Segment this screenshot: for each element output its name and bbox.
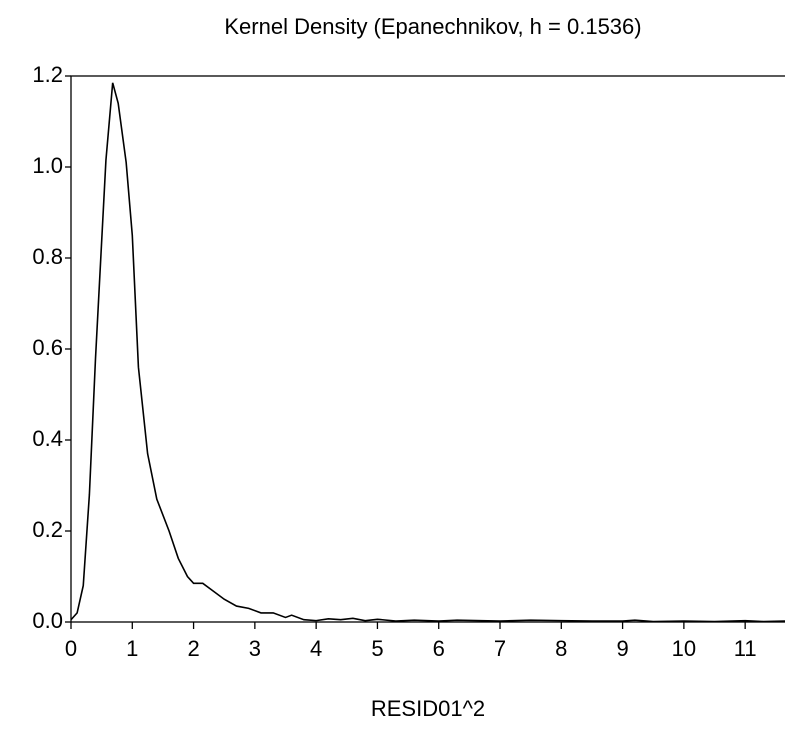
y-tick-label: 0.4 <box>32 426 63 451</box>
x-tick-label: 10 <box>672 636 696 661</box>
x-tick-label: 0 <box>65 636 77 661</box>
x-tick-label: 1 <box>126 636 138 661</box>
y-tick-label: 0.6 <box>32 335 63 360</box>
y-tick-label: 1.2 <box>32 62 63 87</box>
x-tick-label: 5 <box>371 636 383 661</box>
x-tick-label: 3 <box>249 636 261 661</box>
x-tick-label: 6 <box>433 636 445 661</box>
density-line <box>70 82 785 623</box>
y-tick-label: 1.0 <box>32 153 63 178</box>
x-tick-label: 11 <box>734 636 757 661</box>
x-tick-label: 2 <box>187 636 199 661</box>
y-tick-label: 0.8 <box>32 244 63 269</box>
x-tick-label: 4 <box>310 636 322 661</box>
x-axis-label: RESID01^2 <box>371 696 485 721</box>
x-tick-label: 8 <box>555 636 567 661</box>
chart-title: Kernel Density (Epanechnikov, h = 0.1536… <box>224 14 641 39</box>
plot-frame <box>70 75 785 623</box>
y-tick-label: 0.0 <box>32 608 63 633</box>
x-tick-label: 7 <box>494 636 506 661</box>
y-tick-label: 0.2 <box>32 517 63 542</box>
x-tick-label: 9 <box>616 636 628 661</box>
